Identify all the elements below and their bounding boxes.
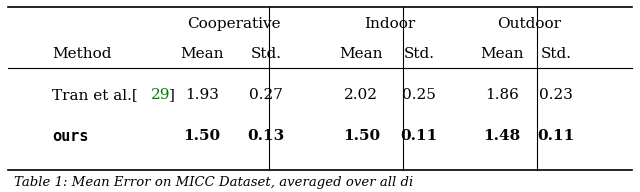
Text: Mean: Mean [340,47,383,61]
Text: 0.25: 0.25 [402,88,436,102]
Text: Method: Method [52,47,112,61]
Text: Mean: Mean [180,47,224,61]
Text: Table 1: Mean Error on MICC Dataset, averaged over all di: Table 1: Mean Error on MICC Dataset, ave… [14,176,413,190]
Text: 1.50: 1.50 [343,129,380,143]
Text: 1.48: 1.48 [483,129,520,143]
Text: 1.86: 1.86 [484,88,518,102]
Text: 29: 29 [151,88,171,102]
Text: Indoor: Indoor [364,17,416,31]
Text: ours: ours [52,129,89,144]
Text: ]: ] [169,88,175,102]
Text: 1.50: 1.50 [184,129,221,143]
Text: 2.02: 2.02 [344,88,378,102]
Text: Std.: Std. [540,47,572,61]
Text: Mean: Mean [480,47,524,61]
Text: 1.93: 1.93 [185,88,219,102]
Text: 0.11: 0.11 [537,129,574,143]
Text: Tran et al.[: Tran et al.[ [52,88,138,102]
Text: Std.: Std. [250,47,282,61]
Text: 0.11: 0.11 [400,129,437,143]
Text: Std.: Std. [403,47,435,61]
Text: 0.23: 0.23 [539,88,573,102]
Text: 0.13: 0.13 [247,129,284,143]
Text: Outdoor: Outdoor [497,17,561,31]
Text: Cooperative: Cooperative [187,17,281,31]
Text: 0.27: 0.27 [249,88,283,102]
